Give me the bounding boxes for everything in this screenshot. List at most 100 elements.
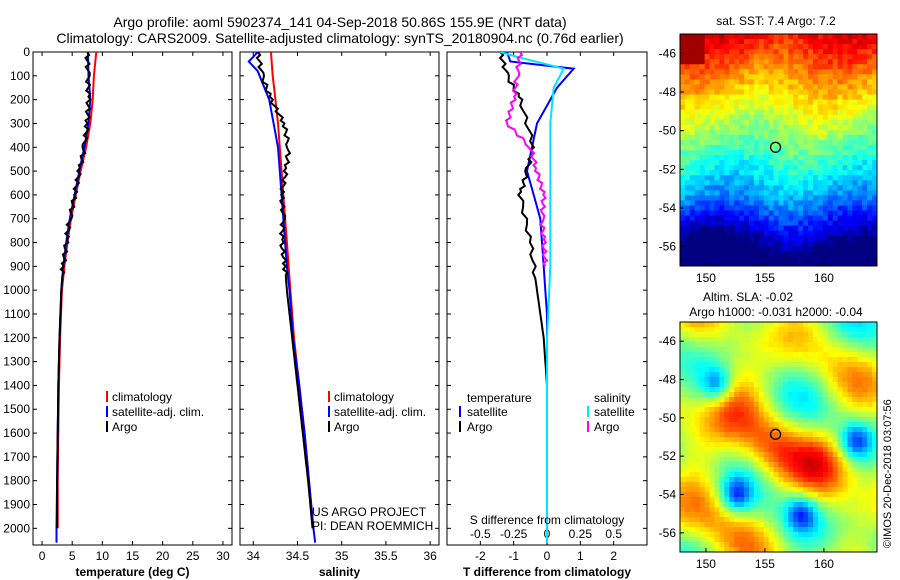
map-cell bbox=[798, 422, 804, 428]
map-cell bbox=[793, 432, 799, 438]
map-cell bbox=[842, 59, 849, 65]
map-cell bbox=[867, 124, 873, 131]
map-cell bbox=[837, 437, 844, 443]
map-cell bbox=[822, 357, 829, 363]
map-cell bbox=[714, 59, 720, 65]
map-cell bbox=[798, 99, 804, 106]
map-cell bbox=[719, 200, 725, 207]
map-cell bbox=[867, 134, 873, 141]
map-cell bbox=[798, 175, 804, 181]
map-cell bbox=[822, 210, 829, 217]
map-cell bbox=[758, 492, 765, 498]
map-cell bbox=[847, 432, 853, 438]
map-cell bbox=[714, 134, 720, 141]
map-cell bbox=[808, 99, 814, 106]
map-cell bbox=[803, 129, 809, 136]
map-cell bbox=[827, 527, 834, 533]
map-cell bbox=[748, 89, 755, 96]
map-cell bbox=[719, 522, 725, 528]
map-cell bbox=[748, 522, 755, 528]
map-cell bbox=[822, 377, 829, 383]
map-cell bbox=[832, 215, 839, 222]
map-cell bbox=[857, 54, 863, 60]
map-cell bbox=[724, 260, 730, 266]
map-cell bbox=[739, 144, 745, 151]
map-cell bbox=[822, 487, 829, 493]
map-cell bbox=[724, 542, 730, 548]
map-cell bbox=[857, 160, 863, 166]
map-cell bbox=[842, 422, 849, 428]
map-cell bbox=[719, 492, 725, 498]
map-cell bbox=[719, 462, 725, 468]
map-cell bbox=[783, 155, 789, 161]
map-cell bbox=[803, 49, 809, 55]
map-cell bbox=[734, 477, 740, 483]
map-cell bbox=[822, 352, 829, 358]
map-cell bbox=[808, 34, 814, 40]
map-cell bbox=[817, 220, 824, 227]
legend-label-climatology: climatology bbox=[112, 390, 172, 404]
map-cell bbox=[812, 342, 819, 348]
map-cell bbox=[739, 512, 745, 518]
map-cell bbox=[847, 215, 853, 222]
map-cell bbox=[862, 357, 868, 363]
map-cell bbox=[680, 230, 686, 237]
map-cell bbox=[719, 547, 725, 552]
map-cell bbox=[724, 452, 730, 458]
map-cell bbox=[812, 462, 819, 468]
map-cell bbox=[783, 240, 789, 247]
map-cell bbox=[729, 332, 735, 338]
map-cell bbox=[803, 245, 809, 252]
map-cell bbox=[748, 150, 755, 156]
map-cell bbox=[842, 337, 849, 343]
map-cell bbox=[778, 487, 785, 493]
map-cell bbox=[857, 512, 863, 518]
map-cell bbox=[847, 160, 853, 166]
map-cell bbox=[763, 165, 770, 171]
map-cell bbox=[857, 175, 863, 181]
map-cell bbox=[827, 94, 834, 101]
map-cell bbox=[788, 442, 794, 448]
map-cell bbox=[729, 537, 735, 543]
map-cell bbox=[793, 39, 799, 45]
map-cell bbox=[744, 124, 750, 131]
map-cell bbox=[798, 220, 804, 227]
map-cell bbox=[714, 155, 720, 161]
map-cell bbox=[763, 362, 770, 368]
map-cell bbox=[768, 372, 775, 378]
map-cell bbox=[694, 124, 701, 131]
map-cell bbox=[689, 240, 696, 247]
map-cell bbox=[847, 190, 853, 196]
map-cell bbox=[788, 377, 794, 383]
map-cell bbox=[729, 230, 735, 237]
map-cell bbox=[812, 64, 819, 70]
map-cell bbox=[704, 74, 711, 80]
map-cell bbox=[768, 175, 775, 181]
x-tick-label: 20 bbox=[156, 549, 170, 563]
map-cell bbox=[817, 109, 824, 116]
map-cell bbox=[862, 477, 868, 483]
map-cell bbox=[817, 155, 824, 161]
map-cell bbox=[842, 250, 849, 257]
map-cell bbox=[872, 104, 877, 111]
map-cell bbox=[704, 134, 711, 141]
map-cell bbox=[793, 422, 799, 428]
map-cell bbox=[827, 412, 834, 418]
map-cell bbox=[872, 160, 877, 166]
map-cell bbox=[744, 397, 750, 403]
map-cell bbox=[803, 547, 809, 552]
map-cell bbox=[852, 392, 858, 398]
map-cell bbox=[867, 362, 873, 368]
map-cell bbox=[857, 170, 863, 176]
map-cell bbox=[768, 69, 775, 75]
map-cell bbox=[783, 150, 789, 156]
map-cell bbox=[852, 517, 858, 523]
map-cell bbox=[872, 180, 877, 186]
map-cell bbox=[773, 417, 780, 423]
map-cell bbox=[739, 245, 745, 252]
map-cell bbox=[867, 240, 873, 247]
map-cell bbox=[793, 382, 799, 388]
map-cell bbox=[734, 377, 740, 383]
map-cell bbox=[872, 522, 877, 528]
map-cell bbox=[699, 144, 706, 151]
